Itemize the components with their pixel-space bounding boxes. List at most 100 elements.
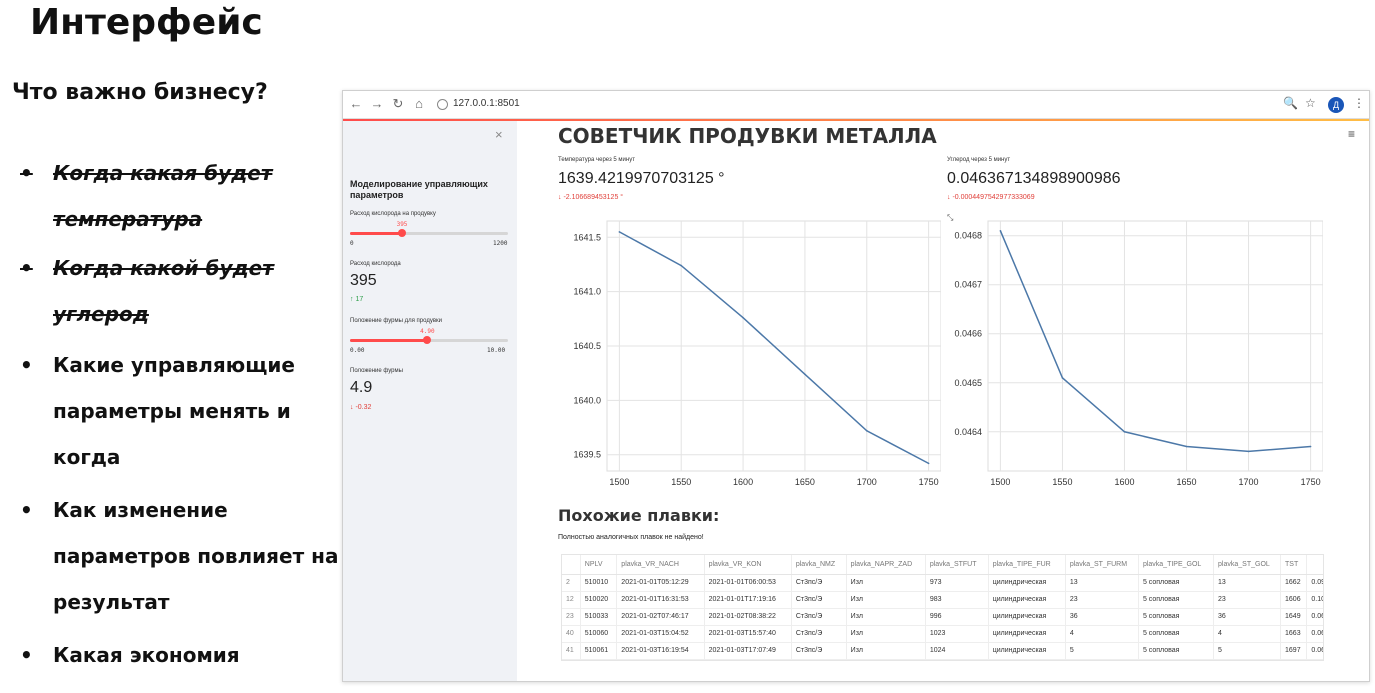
- zoom-icon[interactable]: 🔍: [1283, 96, 1298, 110]
- table-cell: Ст3пс/Э: [791, 574, 847, 592]
- table-header-cell[interactable]: plavka_TIPE_FUR: [988, 555, 1066, 575]
- data-point: [1185, 445, 1188, 448]
- data-point: [742, 316, 744, 319]
- table-row[interactable]: 2 510010 2021-01-01T05:12:29 2021-01-01T06:…: [562, 574, 1323, 592]
- browser-menu-icon[interactable]: ⋮: [1353, 96, 1365, 110]
- table-row[interactable]: 12 510020 2021-01-01T16:31:53 2021-01-01T17…: [562, 591, 1323, 609]
- bookmark-star-icon[interactable]: ☆: [1305, 96, 1316, 110]
- table-cell: Ст3пс/Э: [791, 608, 847, 626]
- address-bar[interactable]: 127.0.0.1:8501: [433, 95, 1363, 115]
- table-header-cell[interactable]: plavka_VR_KON: [704, 555, 792, 575]
- table-header-cell[interactable]: plavka_NAPR_ZAD: [846, 555, 926, 575]
- data-point: [804, 373, 806, 376]
- table-header-cell[interactable]: plavka_NMZ: [791, 555, 847, 575]
- data-point: [1309, 445, 1312, 448]
- table-cell: Изл: [846, 625, 926, 643]
- y-tick-label: 1640.5: [573, 341, 601, 351]
- table-header-cell[interactable]: plavka_ST_FURM: [1065, 555, 1139, 575]
- data-point: [865, 429, 868, 432]
- temperature-chart: 1500 1550 1600 1650 1700 1750 1639.5 1640.0 1640…: [573, 220, 941, 487]
- table-cell: 4: [1213, 625, 1282, 643]
- slide-subtitle: Что важно бизнесу?: [12, 80, 268, 105]
- table-header-cell[interactable]: TST: [1280, 555, 1308, 575]
- data-point: [1123, 430, 1126, 433]
- bullet-text: Когда какая будет температура: [53, 161, 273, 231]
- app-accent-bar: [343, 119, 1369, 121]
- table-cell: 0.0680: [1306, 608, 1323, 626]
- table-header-cell[interactable]: NPLV: [580, 555, 618, 575]
- table-cell: 23: [1213, 591, 1282, 609]
- table-header-cell[interactable]: [562, 555, 581, 575]
- data-point: [1061, 377, 1064, 379]
- close-sidebar-icon[interactable]: ×: [495, 127, 503, 142]
- avatar[interactable]: Д: [1328, 97, 1344, 113]
- forward-icon[interactable]: →: [370, 96, 384, 111]
- back-icon[interactable]: ←: [349, 96, 363, 111]
- table-cell: 0.0670: [1306, 625, 1323, 643]
- table-cell: цилиндрическая: [988, 625, 1066, 643]
- similar-heats-table[interactable]: NPLV plavka_VR_NACH plavka_VR_KON plavka_NM…: [561, 554, 1324, 661]
- table-header-cell[interactable]: plavka_VR_NACH: [616, 555, 705, 575]
- table-row[interactable]: 40 510060 2021-01-03T15:04:52 2021-01-03T15…: [562, 625, 1323, 643]
- data-point: [999, 230, 1002, 232]
- table-row[interactable]: 41 510061 2021-01-03T16:19:54 2021-01-03T17…: [562, 642, 1323, 660]
- table-cell: 973: [925, 574, 989, 592]
- url-text[interactable]: 127.0.0.1:8501: [453, 98, 520, 109]
- y-tick-label: 0.0468: [954, 231, 982, 241]
- table-cell: 2: [562, 574, 581, 592]
- temperature-metric-delta: ↓ -2.106689453125 °: [558, 194, 624, 201]
- table-cell: 36: [1213, 608, 1282, 626]
- data-point: [618, 231, 621, 233]
- table-cell: 5 сопловая: [1138, 574, 1215, 592]
- site-info-icon[interactable]: [437, 99, 448, 110]
- hamburger-menu-icon[interactable]: ≡: [1348, 127, 1356, 141]
- bullet-dot: •: [20, 643, 33, 667]
- table-cell: 1649: [1280, 608, 1308, 626]
- table-cell: 5 сопловая: [1138, 608, 1215, 626]
- y-tick-label: 1639.5: [573, 450, 601, 460]
- table-cell: Ст3пс/Э: [791, 625, 847, 643]
- data-point: [1247, 450, 1250, 453]
- similar-heats-note: Полностью аналогичных плавок не найдено!: [558, 534, 704, 541]
- bullet-dot: •: [20, 353, 33, 377]
- data-point: [680, 264, 683, 267]
- oxygen-slider[interactable]: [350, 229, 508, 237]
- table-row[interactable]: 23 510033 2021-01-02T07:46:17 2021-01-02T08…: [562, 608, 1323, 626]
- x-tick-label: 1650: [1177, 477, 1197, 487]
- table-cell: 13: [1213, 574, 1282, 592]
- table-cell: 2021-01-02T07:46:17: [616, 608, 705, 626]
- reload-icon[interactable]: ↻: [392, 96, 404, 111]
- sidebar-heading: Моделирование управляющих параметров: [350, 179, 488, 200]
- oxygen-slider-thumb[interactable]: [398, 229, 406, 237]
- table-header-cell[interactable]: plavka_STFUT: [925, 555, 989, 575]
- lance-slider[interactable]: [350, 336, 508, 344]
- table-header-cell[interactable]: C: [1306, 555, 1323, 575]
- table-cell: 1663: [1280, 625, 1308, 643]
- table-cell: цилиндрическая: [988, 591, 1066, 609]
- table-cell: 36: [1065, 608, 1139, 626]
- table-cell: 5 сопловая: [1138, 591, 1215, 609]
- table-cell: Изл: [846, 642, 926, 660]
- table-cell: 996: [925, 608, 989, 626]
- table-cell: 12: [562, 591, 581, 609]
- table-cell: 2021-01-01T16:31:53: [616, 591, 705, 609]
- x-tick-label: 1650: [795, 477, 815, 487]
- table-header-cell[interactable]: plavka_TIPE_GOL: [1138, 555, 1215, 575]
- table-cell: Ст3пс/Э: [791, 642, 847, 660]
- table-cell: Изл: [846, 574, 926, 592]
- data-point: [927, 462, 930, 465]
- table-cell: 4: [1065, 625, 1139, 643]
- table-cell: 2021-01-03T15:57:40: [704, 625, 792, 643]
- x-tick-label: 1750: [1301, 477, 1321, 487]
- table-header-cell[interactable]: plavka_ST_GOL: [1213, 555, 1282, 575]
- home-icon[interactable]: ⌂: [415, 96, 423, 111]
- lance-slider-thumb[interactable]: [423, 336, 432, 344]
- lance-slider-label: Положение фурмы для продувки: [350, 318, 442, 324]
- bullet-text: Как изменение параметров повлияет на рез…: [53, 498, 339, 614]
- x-tick-label: 1600: [733, 477, 753, 487]
- lance-slider-max: 10.00: [487, 347, 506, 354]
- table-cell: Изл: [846, 608, 926, 626]
- x-tick-label: 1600: [1114, 477, 1134, 487]
- lance-metric-delta: ↓ -0.32: [350, 404, 372, 411]
- expand-icon[interactable]: ⤡: [947, 213, 954, 222]
